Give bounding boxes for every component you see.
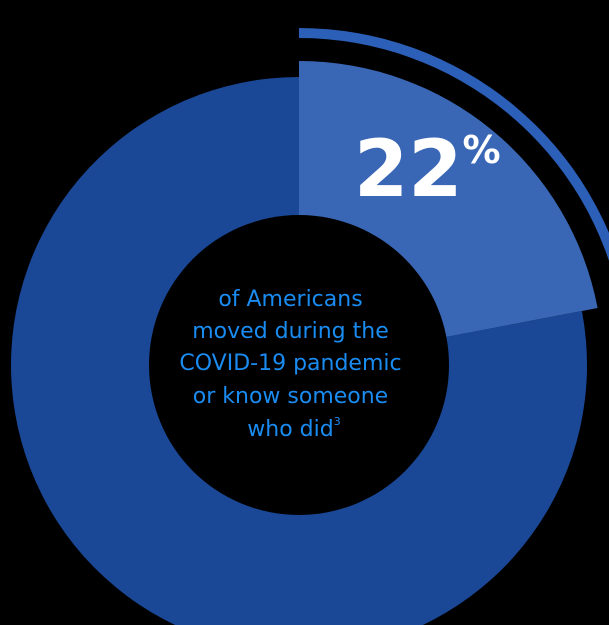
- caption-line-3: COVID-19 pandemic: [179, 351, 401, 376]
- highlight-value-symbol: %: [463, 128, 501, 172]
- caption-line-2: moved during the: [192, 319, 388, 344]
- caption-line-5: who did3: [247, 415, 340, 442]
- caption-superscript: 3: [334, 415, 341, 428]
- chart-caption: of Americans moved during the COVID-19 p…: [179, 287, 408, 442]
- caption-line-5-text: who did: [247, 417, 333, 442]
- caption-line-1: of Americans: [218, 287, 362, 312]
- caption-line-4: or know someone: [193, 384, 388, 409]
- highlight-value-number: 22: [354, 125, 463, 215]
- highlight-value-label: 22%: [354, 125, 501, 215]
- center-hole: [149, 215, 449, 515]
- highlight-outer-arc: [299, 28, 609, 262]
